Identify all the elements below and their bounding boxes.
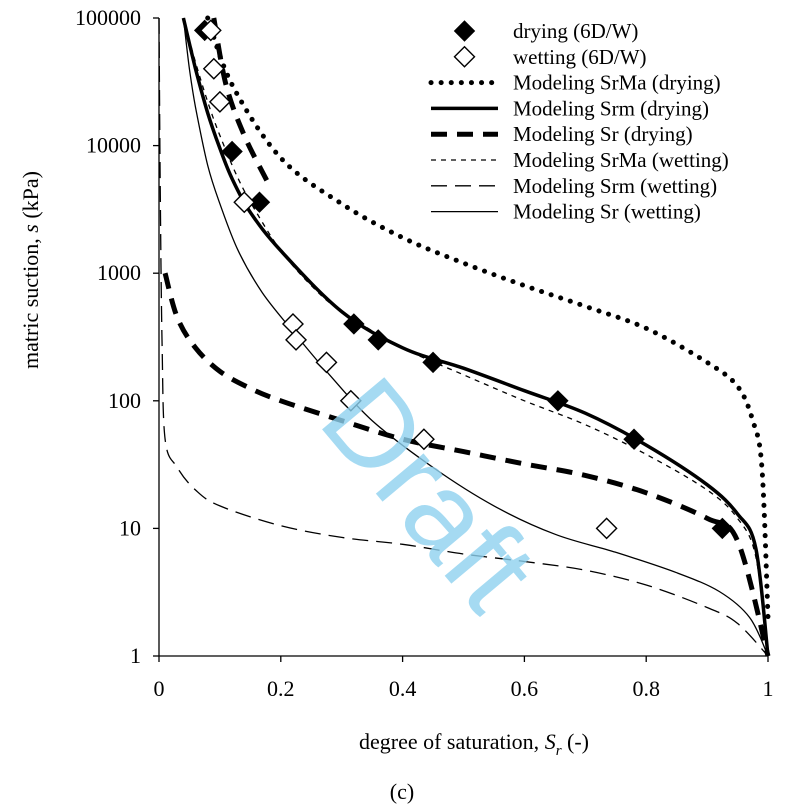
series-line-modeling-sr-drying <box>211 17 271 186</box>
legend-swatch-wetting-6d-w <box>453 45 476 68</box>
axes: 1 10 100 1000 10000 100000 0 0.2 0.4 0.6 0.8 1 <box>75 5 774 701</box>
legend-label-modeling-sr-wetting: Modeling Sr (wetting) <box>513 200 701 224</box>
series-line-modeling-sr-wetting <box>182 17 769 657</box>
x-axis-label: degree of saturation, Sr (-) <box>359 729 589 759</box>
series-line-modeling-srma-wetting <box>182 17 769 657</box>
data-point-wetting-6d-w-6 <box>285 328 308 351</box>
legend-swatch-drying-6d-w <box>453 20 476 42</box>
x-tick-label: 0.2 <box>267 676 295 701</box>
legend-label-wetting-6d-w: wetting (6D/W) <box>513 45 647 69</box>
data-point-wetting-6d-w-4 <box>233 191 256 214</box>
figure-caption: (c) <box>390 779 414 804</box>
data-point-wetting-6d-w-3 <box>208 90 231 113</box>
y-tick-label: 100 <box>108 388 141 413</box>
data-point-drying-6d-w-5 <box>248 191 271 213</box>
data-point-wetting-6d-w-5 <box>281 312 304 335</box>
legend-label-modeling-srma-drying: Modeling SrMa (drying) <box>513 71 721 95</box>
series-line-modeling-srm-drying <box>181 17 770 657</box>
data-point-wetting-6d-w-2 <box>202 57 225 80</box>
data-point-wetting-6d-w-10 <box>595 517 618 540</box>
x-tick-label: 0.4 <box>389 676 417 701</box>
series-line-modeling-srma-drying <box>205 15 771 621</box>
data-point-wetting-6d-w-9 <box>412 428 435 451</box>
y-tick-label: 100000 <box>75 5 141 30</box>
y-tick-label: 1000 <box>97 260 141 285</box>
legend-label-modeling-srma-wetting: Modeling SrMa (wetting) <box>513 148 729 172</box>
legend-label-drying-6d-w: drying (6D/W) <box>513 19 638 43</box>
data-point-drying-6d-w-6 <box>343 313 365 335</box>
x-tick-label: 0 <box>154 676 165 701</box>
data-point-wetting-6d-w-1 <box>199 19 222 42</box>
data-point-drying-6d-w-9 <box>547 390 569 412</box>
data-point-drying-6d-w-11 <box>711 517 734 540</box>
y-axis-label: matric suction, s (kPa) <box>18 171 43 369</box>
y-tick-label: 10 <box>119 515 141 540</box>
y-tick-label: 1 <box>130 643 141 668</box>
legend-label-modeling-srm-drying: Modeling Srm (drying) <box>513 96 709 120</box>
data-point-drying-6d-w-8 <box>422 351 444 374</box>
legend-label-modeling-srm-wetting: Modeling Srm (wetting) <box>513 174 717 198</box>
series-line-modeling-srm-wetting <box>158 17 769 657</box>
data-point-drying-6d-w-7 <box>367 329 389 351</box>
y-tick-label: 10000 <box>86 133 141 158</box>
plot-series-group <box>158 15 771 657</box>
x-tick-label: 1 <box>763 676 774 701</box>
data-point-wetting-6d-w-7 <box>315 351 338 374</box>
data-point-drying-6d-w-4 <box>221 140 243 163</box>
legend: drying (6D/W)wetting (6D/W)Modeling SrMa… <box>428 19 729 224</box>
x-tick-label: 0.8 <box>632 676 660 701</box>
x-tick-label: 0.6 <box>511 676 539 701</box>
data-point-drying-6d-w-10 <box>623 428 645 450</box>
watermark-text: Draft <box>296 354 561 635</box>
data-point-wetting-6d-w-8 <box>339 389 362 412</box>
plot-markers-group <box>193 19 734 540</box>
series-line-modeling-sr-drying-part-2 <box>162 272 771 657</box>
legend-label-modeling-sr-drying: Modeling Sr (drying) <box>513 122 693 146</box>
